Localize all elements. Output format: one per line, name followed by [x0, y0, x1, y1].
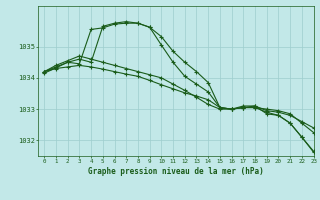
X-axis label: Graphe pression niveau de la mer (hPa): Graphe pression niveau de la mer (hPa) [88, 167, 264, 176]
